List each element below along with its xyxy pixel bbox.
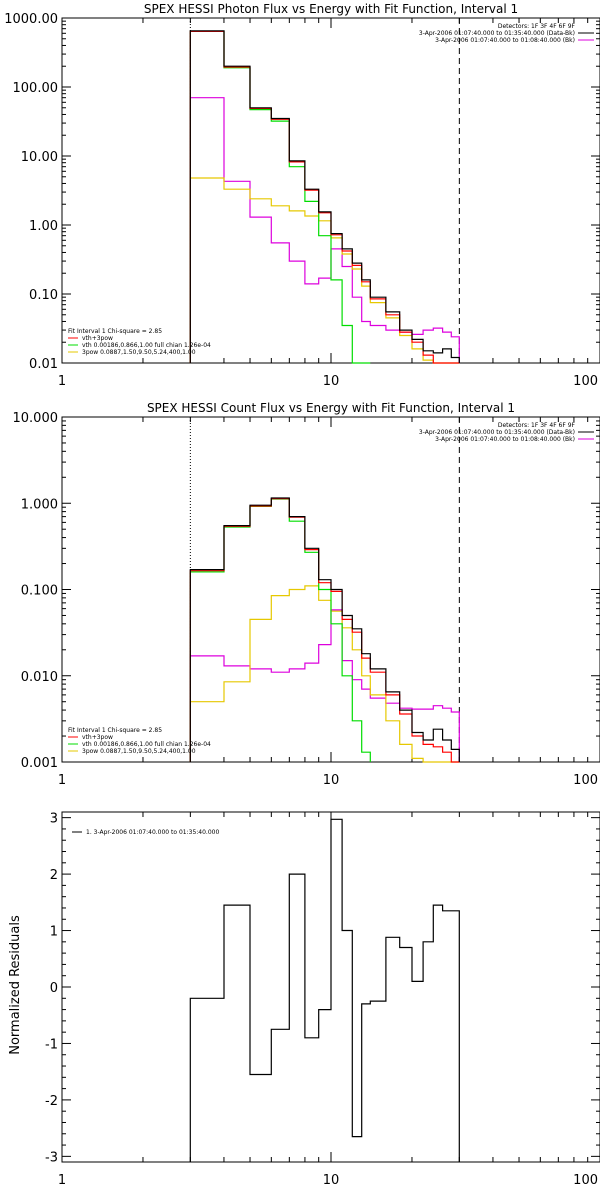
y-tick-label: 1.000 [21,497,58,512]
series-vth-3pow-line [189,498,460,763]
header-line: Detectors: 1F 3F 4F 6F 9F [498,23,576,30]
y-tick-label: -2 [45,1094,58,1109]
count-flux-title: SPEX HESSI Count Flux vs Energy with Fit… [147,401,515,415]
y-tick-label: 0.01 [29,357,58,372]
y-tick-label: 1000.00 [4,12,58,27]
x-tick-label: 10 [323,374,340,389]
y-tick-label: 0.100 [21,584,58,599]
header-line: 3-Apr-2006 01:07:40.000 to 01:35:40.000 … [419,429,575,436]
plot-frame [61,17,600,364]
x-tick-label: 100 [573,374,598,389]
y-tick-label: 0.10 [29,288,58,303]
residual-legend-label: 1. 3-Apr-2006 01:07:40.000 to 01:35:40.0… [86,829,219,836]
x-tick-label: 100 [573,1173,598,1188]
series-vth-line [189,498,371,762]
fit-info-line: Fit Interval 1 Chi-square = 2.85 [68,727,162,734]
x-tick-label: 10 [323,773,340,788]
y-tick-label: 1 [50,925,58,940]
series-vth-line [189,30,371,364]
y-tick-label: 0 [50,981,58,996]
fit-info-line: 3pow 0.0887,1.50,9.50,5.24,400,1.00 [82,349,196,356]
series-bk-line [189,97,460,363]
series-3pow-line [189,585,460,763]
y-tick-label: 0.001 [21,756,58,771]
header-line: 3-Apr-2006 01:07:40.000 to 01:35:40.000 … [419,30,575,37]
fit-info-line: vth 0.00186,0.866,1.00 full chian 1.26e-… [82,741,211,748]
x-tick-label: 10 [323,1173,340,1188]
x-tick-label: 1 [58,773,66,788]
series-bk-line [189,609,460,762]
series-1-3-apr-2006-01-07-40-000-to-01-35-40-000-line [189,818,460,1162]
y-tick-label: 10.000 [13,411,59,426]
fit-info-line: 3pow 0.0887,1.50,9.50,5.24,400,1.00 [82,748,196,755]
y-tick-label: 10.00 [21,150,58,165]
series-data-line [189,30,460,363]
photon-flux-panel: SPEX HESSI Photon Flux vs Energy with Fi… [4,2,600,389]
y-tick-label: 100.00 [13,81,59,96]
count-flux-panel: SPEX HESSI Count Flux vs Energy with Fit… [13,401,600,788]
series-3pow-line [189,177,460,364]
header-line: 3-Apr-2006 01:07:40.000 to 01:08:40.000 … [435,436,575,443]
y-tick-label: 3 [50,812,58,827]
fit-info-line: Fit Interval 1 Chi-square = 2.85 [68,328,162,335]
fit-info-line: vth+3pow [82,734,113,741]
y-tick-label: -1 [45,1037,58,1052]
y-tick-label: 0.010 [21,670,58,685]
photon-flux-title: SPEX HESSI Photon Flux vs Energy with Fi… [144,2,518,16]
header-line: 3-Apr-2006 01:07:40.000 to 01:08:40.000 … [435,37,575,44]
series-data-line [189,497,460,762]
x-tick-label: 1 [58,1173,66,1188]
y-tick-label: -3 [45,1150,58,1165]
y-tick-label: 2 [50,868,58,883]
x-tick-label: 1 [58,374,66,389]
fit-info-line: vth 0.00186,0.866,1.00 full chian 1.26e-… [82,342,211,349]
fit-info-line: vth+3pow [82,335,113,342]
x-tick-label: 100 [573,773,598,788]
series-vth-3pow-line [189,30,460,364]
header-line: Detectors: 1F 3F 4F 6F 9F [498,422,576,429]
residuals-panel: Normalized Residuals 1 10 100 -3 -2 -1 0 1 2 3 1. … [8,811,600,1188]
y-tick-label: 1.00 [29,219,58,234]
residuals-y-axis-label: Normalized Residuals [8,915,23,1055]
